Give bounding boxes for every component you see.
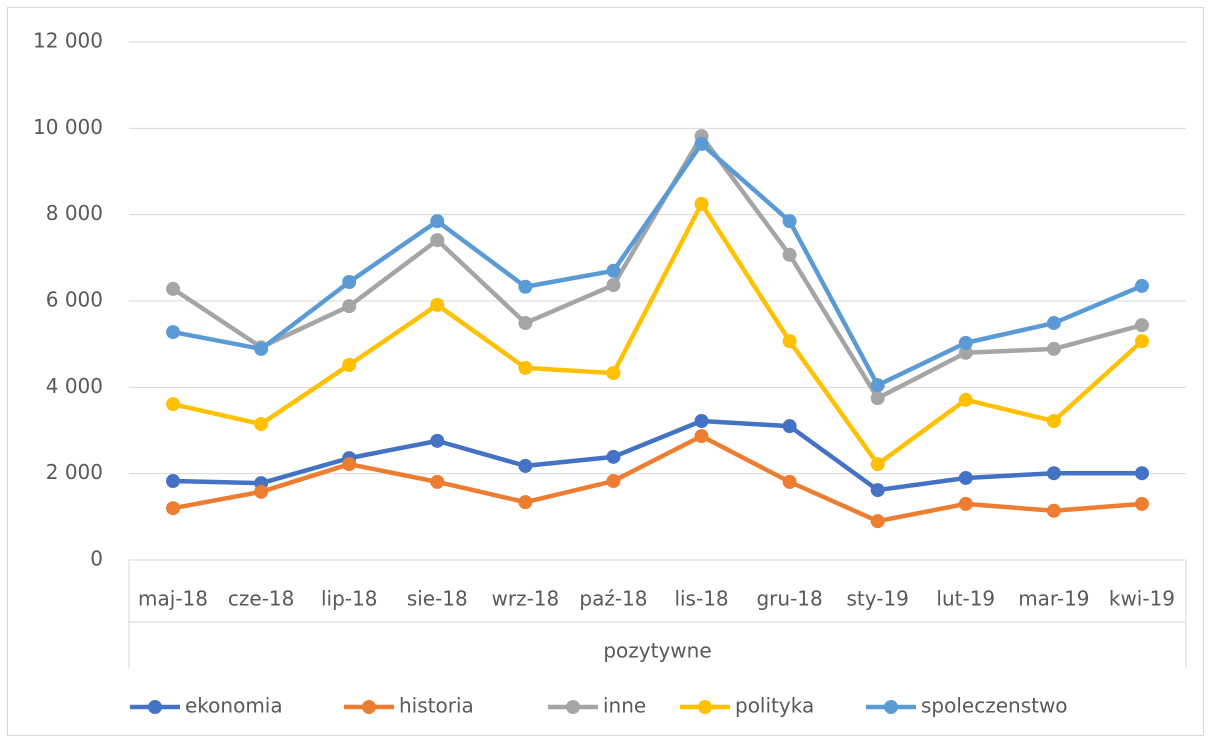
data-point <box>958 496 973 511</box>
y-tick-label: 12 000 <box>33 29 103 53</box>
x-tick-label: maj-18 <box>138 587 208 611</box>
legend-label: ekonomia <box>185 694 283 718</box>
x-tick-label: lut-19 <box>936 587 995 611</box>
data-point <box>518 458 533 473</box>
data-point <box>342 457 357 472</box>
data-point <box>694 196 709 211</box>
series-line <box>172 201 1144 467</box>
data-point <box>254 341 269 356</box>
data-point <box>958 335 973 350</box>
x-tick-label: sty-19 <box>846 587 908 611</box>
data-point <box>166 281 181 296</box>
data-point <box>606 449 621 464</box>
x-tick-label: mar-19 <box>1018 587 1089 611</box>
series-line <box>172 433 1143 524</box>
legend-marker <box>148 700 162 714</box>
data-point <box>694 429 709 444</box>
legend-label: polityka <box>735 694 814 718</box>
data-point <box>606 474 621 489</box>
x-tick-label: gru-18 <box>756 587 822 611</box>
data-point <box>958 345 973 360</box>
data-point <box>1046 414 1061 429</box>
data-point <box>870 457 885 472</box>
x-tick-label: paź-18 <box>579 587 647 611</box>
data-point <box>342 299 357 314</box>
legend-label: spoleczenstwo <box>921 694 1068 718</box>
data-point <box>518 360 533 375</box>
y-tick-label: 0 <box>90 547 103 571</box>
data-point <box>254 417 269 432</box>
x-tick-label: wrz-18 <box>492 587 560 611</box>
data-point <box>958 470 973 485</box>
data-point <box>782 247 797 262</box>
data-point <box>1134 334 1149 349</box>
data-point <box>958 392 973 407</box>
data-point <box>606 278 621 293</box>
series-line <box>172 141 1143 388</box>
data-point <box>606 366 621 381</box>
data-point <box>1046 316 1061 331</box>
legend-marker <box>362 700 376 714</box>
data-point <box>1134 318 1149 333</box>
data-point <box>1046 503 1061 518</box>
data-point <box>870 514 885 529</box>
data-point <box>694 414 709 429</box>
data-point <box>694 136 709 151</box>
legend-marker <box>884 700 898 714</box>
data-point <box>342 275 357 290</box>
data-point <box>254 484 269 499</box>
data-point <box>342 357 357 372</box>
y-tick-label: 10 000 <box>33 115 103 139</box>
data-point <box>782 214 797 229</box>
y-tick-label: 4 000 <box>46 374 103 398</box>
data-point <box>1134 278 1149 293</box>
x-tick-label: lis-18 <box>674 587 728 611</box>
data-point <box>870 378 885 393</box>
data-point <box>430 233 445 248</box>
data-point <box>166 501 181 516</box>
data-point <box>430 433 445 448</box>
data-point <box>782 419 797 434</box>
data-point <box>1134 496 1149 511</box>
data-point <box>518 279 533 294</box>
data-point <box>1134 466 1149 481</box>
legend-marker <box>566 700 580 714</box>
x-tick-label: lip-18 <box>321 587 377 611</box>
category-group-label: pozytywne <box>603 639 711 663</box>
legend-label: inne <box>603 694 646 718</box>
data-point <box>430 214 445 229</box>
data-point <box>1046 466 1061 481</box>
x-tick-label: cze-18 <box>228 587 294 611</box>
data-point <box>166 474 181 489</box>
data-point <box>782 334 797 349</box>
data-point <box>870 483 885 498</box>
data-point <box>430 297 445 312</box>
series-line <box>172 418 1142 493</box>
data-point <box>430 474 445 489</box>
data-point <box>166 325 181 340</box>
y-tick-label: 6 000 <box>46 288 103 312</box>
data-point <box>606 263 621 278</box>
y-tick-label: 2 000 <box>46 460 103 484</box>
y-tick-label: 8 000 <box>46 201 103 225</box>
data-point <box>166 397 181 412</box>
data-point <box>1046 341 1061 356</box>
legend-label: historia <box>399 694 474 718</box>
data-point <box>782 474 797 489</box>
x-tick-label: kwi-19 <box>1109 587 1175 611</box>
data-point <box>518 316 533 331</box>
x-tick-label: sie-18 <box>407 587 468 611</box>
data-point <box>518 495 533 510</box>
legend-marker <box>698 700 712 714</box>
data-point <box>870 391 885 406</box>
